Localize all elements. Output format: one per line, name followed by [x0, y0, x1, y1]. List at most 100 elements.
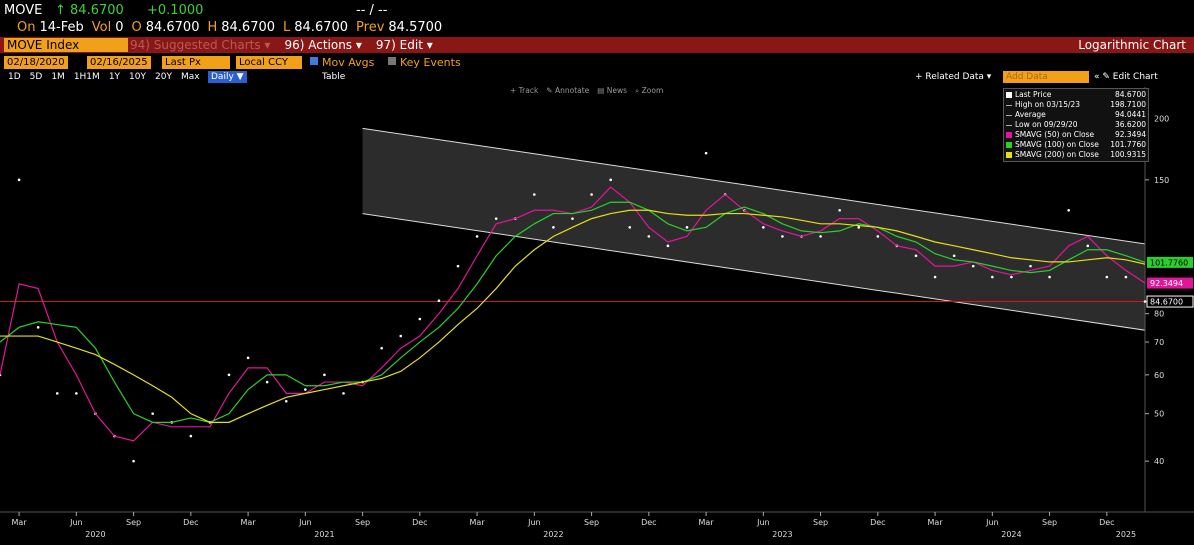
- x-tick-label: Jun: [527, 518, 541, 527]
- price-dot: [1105, 275, 1109, 279]
- quote-value: 84.6700: [221, 20, 276, 35]
- price-dot: [1029, 264, 1032, 268]
- period-button[interactable]: 1H1M: [73, 72, 100, 82]
- quote-value: 84.5700: [388, 20, 443, 35]
- start-date[interactable]: 02/18/2020: [4, 56, 68, 69]
- quote-label: L: [283, 20, 291, 35]
- chart: 40 50 60 70 80 150 200 Mar Jun Sep Dec Mar Jun Sep Dec…: [0, 87, 1194, 539]
- period-button[interactable]: 1M: [51, 72, 65, 82]
- checkbox[interactable]: [310, 57, 318, 65]
- price-dot: [1048, 275, 1051, 279]
- period-bar: 1D 5D 1M 1H1M 1Y 10Y 20Y Max Daily ▼ Table + Re…: [0, 71, 1194, 84]
- end-date[interactable]: 02/16/2025: [87, 56, 151, 69]
- period-button[interactable]: 5D: [29, 72, 43, 82]
- x-tick-label: Dec: [183, 518, 198, 527]
- y-tick-label: 80: [1154, 310, 1164, 319]
- price-dot: [399, 334, 403, 338]
- related-data[interactable]: + Related Data ▾: [915, 72, 992, 82]
- year-label: 2025: [1116, 530, 1136, 539]
- mov-avgs[interactable]: Mov Avgs: [322, 56, 375, 69]
- price-dot: [380, 346, 383, 350]
- key-events[interactable]: Key Events: [400, 56, 461, 69]
- x-tick-label: Sep: [126, 518, 141, 527]
- menu-item[interactable]: 97) Edit ▾: [375, 38, 433, 52]
- y-tick-label: 60: [1154, 371, 1164, 380]
- legend-row: Average 94.0441: [1006, 110, 1146, 120]
- channel-edge: [362, 213, 1146, 331]
- menu-items: 94) Suggested Charts ▾ 96) Actions ▾ 97) E…: [130, 38, 447, 52]
- price-dot: [75, 392, 78, 395]
- security-field[interactable]: MOVE Index: [4, 38, 128, 52]
- legend-label: Last Price: [1015, 90, 1052, 99]
- quote-label: O: [131, 20, 142, 35]
- price-dot: [628, 226, 632, 229]
- add-data[interactable]: Add Data: [1003, 71, 1089, 83]
- price-dot: [456, 264, 460, 268]
- chart-tool[interactable]: ▤ News: [597, 86, 628, 95]
- price-dot: [227, 373, 231, 377]
- quote-label: Prev: [356, 20, 385, 35]
- year-label: 2020: [85, 530, 105, 539]
- legend-row: Last Price 84.6700: [1006, 90, 1146, 100]
- quote-value: 14-Feb: [39, 20, 84, 35]
- edit-chart[interactable]: « ✎ Edit Chart: [1094, 72, 1158, 82]
- x-tick-label: Mar: [928, 518, 944, 527]
- price-dot: [590, 193, 593, 196]
- price-dot: [1086, 244, 1090, 248]
- x-tick-label: Jun: [69, 518, 83, 527]
- price-dot: [876, 235, 880, 238]
- frequency[interactable]: Daily ▼: [208, 71, 247, 83]
- price-dot: [933, 275, 937, 279]
- field-select[interactable]: Last Px: [162, 56, 230, 69]
- price-tag-label: 84.6700: [1150, 298, 1183, 307]
- period-button[interactable]: 1Y: [108, 72, 121, 82]
- legend-label: SMAVG (50) on Close: [1015, 130, 1095, 139]
- period-button[interactable]: 20Y: [155, 72, 172, 82]
- period-button[interactable]: 1D: [8, 72, 21, 82]
- legend-value: 101.7760: [1110, 140, 1146, 149]
- chart-tool[interactable]: + Track: [510, 86, 539, 95]
- price-dot: [36, 326, 40, 329]
- price-dot: [246, 356, 250, 360]
- legend-icon: [1006, 124, 1012, 126]
- quote-header: MOVE ↑ 84.6700 +0.1000 -- / -- On 14-Feb V…: [0, 0, 1194, 36]
- price-tag: [1147, 256, 1193, 268]
- quote-value: 84.6700: [145, 20, 200, 35]
- price-dot: [342, 392, 345, 395]
- chart-mode: Logarithmic Chart: [1078, 38, 1186, 52]
- legend-row: SMAVG (50) on Close 92.3494: [1006, 130, 1146, 140]
- chart-tool[interactable]: ✎ Annotate: [546, 86, 590, 95]
- x-tick-label: Mar: [241, 518, 257, 527]
- year-label: 2021: [314, 530, 334, 539]
- legend-icon: [1006, 104, 1012, 106]
- quote-label: Vol: [91, 20, 112, 35]
- menu-item[interactable]: 94) Suggested Charts ▾: [130, 38, 271, 52]
- legend-value: 36.6200: [1114, 120, 1146, 129]
- price-dot: [1124, 275, 1128, 279]
- table-button[interactable]: Table: [322, 72, 346, 82]
- legend-swatch: [1006, 92, 1012, 98]
- menu-item[interactable]: 96) Actions ▾: [284, 38, 362, 52]
- price-dot: [552, 226, 555, 229]
- price-dot: [857, 226, 861, 229]
- chart-tool[interactable]: ⌕ Zoom: [635, 86, 664, 95]
- legend-value: 198.7100: [1110, 100, 1146, 109]
- price-dot: [304, 388, 307, 391]
- checkbox[interactable]: [388, 57, 396, 65]
- price-tag-label: 92.3494: [1150, 279, 1183, 288]
- x-tick-label: Sep: [584, 518, 599, 527]
- price-dot: [437, 299, 441, 303]
- price-dot: [189, 434, 193, 438]
- legend-row: High on 03/15/23 198.7100: [1006, 100, 1146, 110]
- currency-select[interactable]: Local CCY: [236, 56, 302, 69]
- price-dot: [533, 193, 536, 196]
- period-button[interactable]: Max: [180, 72, 200, 82]
- quote-value: 84.6700: [294, 20, 349, 35]
- legend-label: Low on 09/29/20: [1015, 120, 1078, 129]
- price-dot: [323, 373, 326, 377]
- price-dot: [571, 217, 574, 220]
- price-dot: [284, 399, 288, 403]
- period-button[interactable]: 10Y: [129, 72, 146, 82]
- y-tick-label: 50: [1154, 410, 1164, 419]
